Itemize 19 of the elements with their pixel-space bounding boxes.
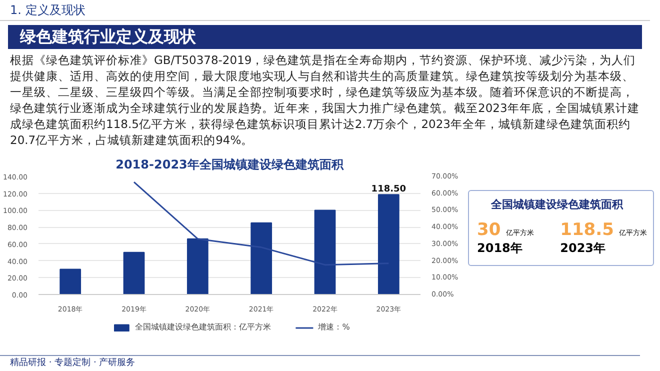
bar [123,252,145,294]
text: 30 [477,220,501,240]
bar [250,222,272,294]
bar [314,210,336,294]
text: 根据《绿色建筑评价标准》GB/T50378-2019，绿色建筑是指在全寿命期内，节约资源、保护环境、减少污染，为人们提供健康、适用、高效的使用空间，最大限度地实现人与自然和谐共生的高质量建筑。绿色建筑按等级划分为基本级、一星级、二星级、三星级四个等级。当满足全部控制项要求时，绿色建筑等级应为基本级。随着环保意识的不断提高，绿色建筑行业逐渐成为全球建筑行业的发展趋势。近年来，我国大力推广绿色建筑。截至2023年年底，全国城镇累计建成绿色建筑面积约118.5亿平方米，获得绿色建筑标识项目累计达2.7万余个，2023年全年，城镇新建绿色建筑面积约20.7亿平方米，占城镇新建建筑面积的94%。 [9,52,640,148]
data-label: 118.50 [371,184,406,195]
text: 1. 定义及现状 [0,0,650,21]
text: 2018年 [477,240,524,257]
text: 绿色建筑行业定义及现状 [8,25,642,49]
chart-title: 2018-2023年全国城镇建设绿色建筑面积 [116,158,344,172]
text: 全国城镇建设绿色建筑面积 [490,197,624,213]
text: 118.5 [560,220,614,240]
legend-label: 全国城镇建设绿色建筑面积：亿平方米 [135,322,272,332]
bar [378,194,400,294]
bar [60,268,82,294]
text: 精品研报 · 专题定制 · 产研服务 [0,355,640,370]
bar [186,238,208,294]
text: 2023年 [560,240,607,257]
legend-label: 增速：% [318,322,350,332]
